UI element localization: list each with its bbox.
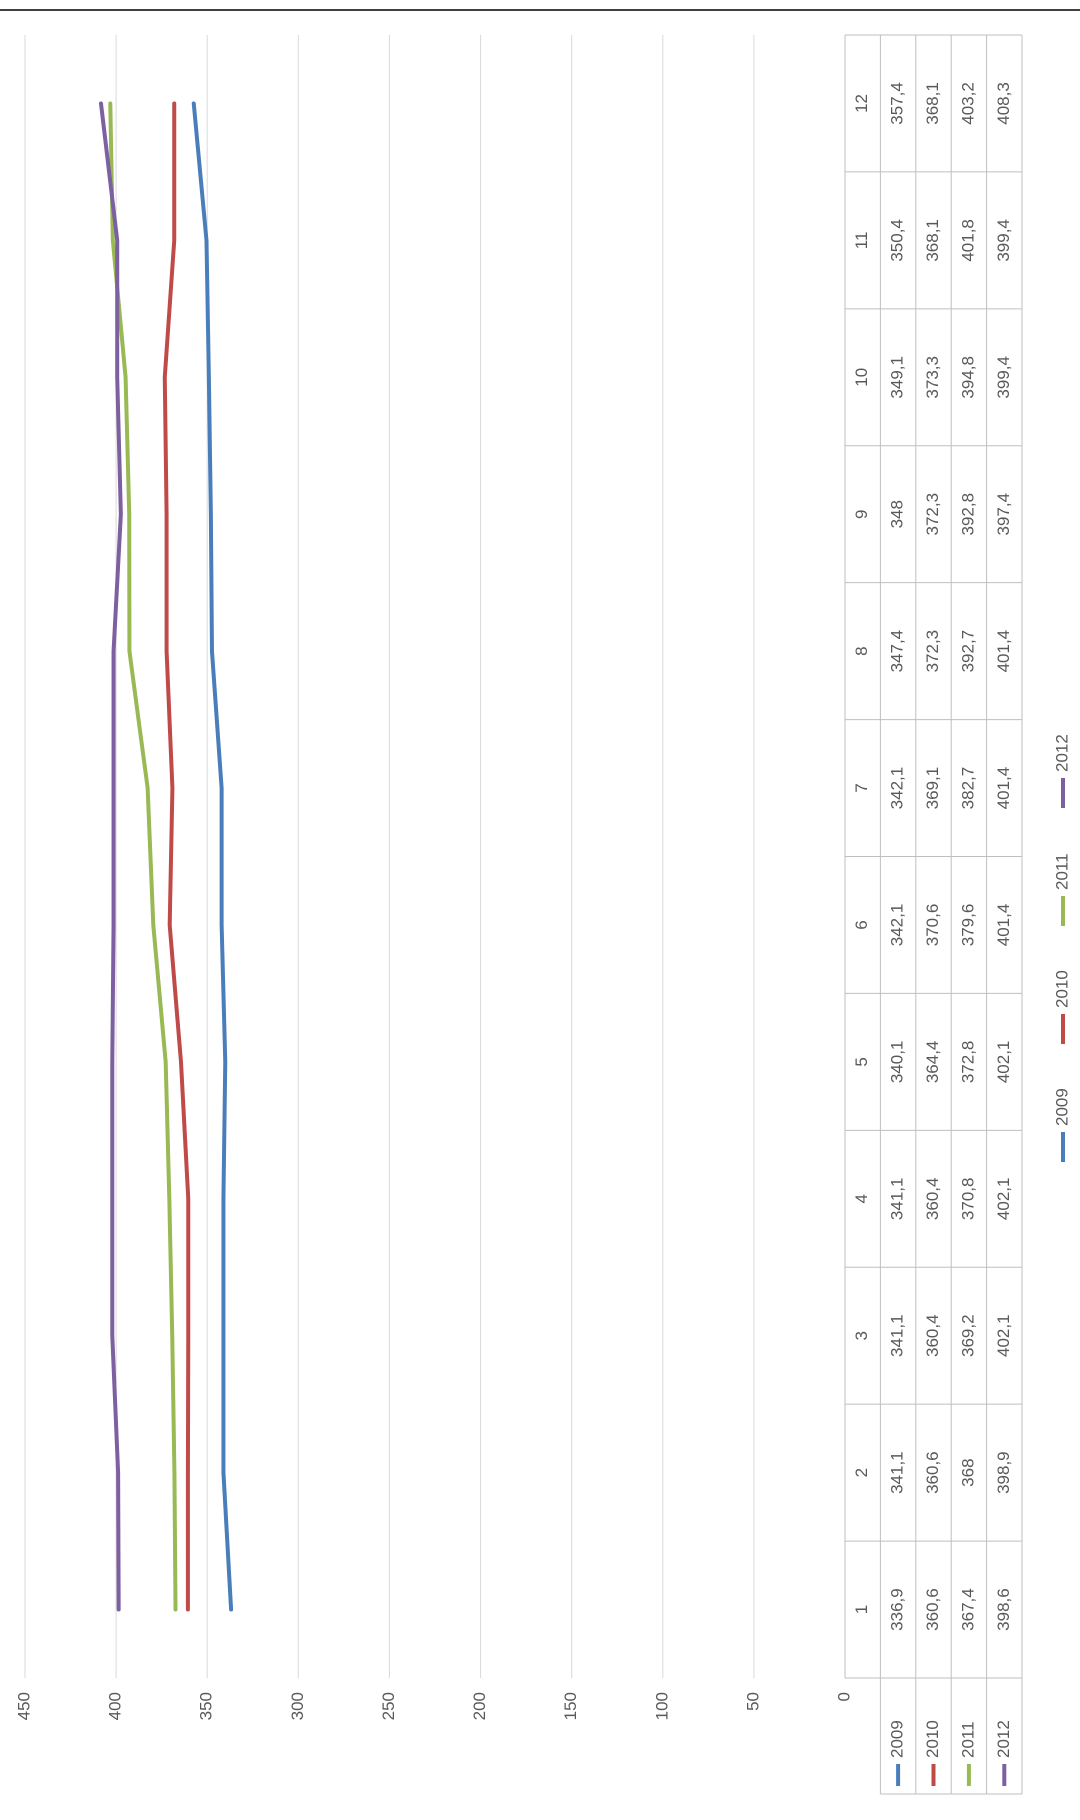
legend-label: 2012 (1052, 734, 1071, 772)
table-value: 367,4 (958, 1588, 977, 1631)
legend-label: 2011 (1052, 853, 1071, 890)
y-tick-label: 100 (652, 1692, 671, 1720)
y-tick-label: 400 (106, 1692, 125, 1720)
x-tick-label: 4 (852, 1194, 871, 1203)
legend-label: 2010 (1052, 970, 1071, 1008)
table-value: 372,8 (958, 1041, 977, 1084)
table-value: 369,2 (958, 1314, 977, 1357)
table-value: 401,8 (958, 219, 977, 262)
table-value: 370,6 (923, 904, 942, 947)
table-value: 394,8 (958, 356, 977, 399)
series-line (191, 101, 234, 1612)
table-value: 369,1 (923, 767, 942, 810)
y-tick-label: 150 (561, 1692, 580, 1720)
table-value: 373,3 (923, 356, 942, 399)
table-series-name: 2010 (923, 1720, 942, 1758)
series-line (162, 101, 191, 1612)
y-tick-label: 50 (743, 1692, 762, 1711)
table-value: 364,4 (923, 1041, 942, 1084)
table-value: 370,8 (958, 1178, 977, 1221)
table-value: 368 (958, 1458, 977, 1486)
table-value: 399,4 (994, 219, 1013, 262)
table-value: 397,4 (994, 493, 1013, 536)
table-value: 372,3 (923, 630, 942, 673)
table-series-name: 2011 (958, 1721, 977, 1758)
table-value: 360,4 (923, 1178, 942, 1221)
table-value: 392,7 (958, 630, 977, 673)
table-value: 401,4 (994, 904, 1013, 947)
legend-label: 2009 (1052, 1088, 1071, 1126)
table-series-name: 2009 (888, 1720, 907, 1758)
table-value: 350,4 (888, 219, 907, 262)
table-value: 349,1 (888, 356, 907, 399)
table-value: 341,1 (888, 1178, 907, 1221)
table-value: 341,1 (888, 1451, 907, 1494)
table-value: 341,1 (888, 1314, 907, 1357)
x-tick-label: 1 (852, 1605, 871, 1614)
table-value: 347,4 (888, 630, 907, 673)
table-value: 368,1 (923, 82, 942, 125)
table-value: 402,1 (994, 1178, 1013, 1221)
x-tick-label: 9 (852, 509, 871, 518)
table-value: 403,2 (958, 82, 977, 125)
table-value: 340,1 (888, 1041, 907, 1084)
table-value: 398,6 (994, 1588, 1013, 1631)
x-tick-label: 2 (852, 1468, 871, 1477)
x-tick-label: 3 (852, 1331, 871, 1340)
table-value: 336,9 (888, 1588, 907, 1631)
y-tick-label: 350 (197, 1692, 216, 1720)
table-value: 342,1 (888, 767, 907, 810)
x-tick-label: 5 (852, 1057, 871, 1066)
table-value: 399,4 (994, 356, 1013, 399)
table-value: 402,1 (994, 1041, 1013, 1084)
table-value: 348 (888, 500, 907, 528)
table-value: 401,4 (994, 630, 1013, 673)
table-value: 360,6 (923, 1451, 942, 1494)
y-tick-label: 450 (14, 1692, 33, 1720)
table-value: 342,1 (888, 904, 907, 947)
series-line (98, 101, 123, 1612)
table-series-name: 2012 (994, 1720, 1013, 1758)
table-value: 360,4 (923, 1314, 942, 1357)
table-value: 372,3 (923, 493, 942, 536)
x-tick-label: 12 (852, 94, 871, 113)
table-value: 382,7 (958, 767, 977, 810)
x-tick-label: 8 (852, 646, 871, 655)
table-value: 402,1 (994, 1314, 1013, 1357)
y-tick-label: 300 (288, 1692, 307, 1720)
table-value: 357,4 (888, 82, 907, 125)
table-value: 401,4 (994, 767, 1013, 810)
x-tick-label: 10 (852, 368, 871, 387)
table-value: 368,1 (923, 219, 942, 262)
table-value: 392,8 (958, 493, 977, 536)
series-line (108, 101, 178, 1612)
y-tick-label: 0 (834, 1692, 853, 1701)
table-value: 398,9 (994, 1451, 1013, 1494)
table-value: 408,3 (994, 82, 1013, 125)
y-tick-label: 200 (470, 1692, 489, 1720)
x-tick-label: 11 (852, 232, 871, 250)
table-value: 360,6 (923, 1588, 942, 1631)
x-tick-label: 7 (852, 783, 871, 792)
table-value: 379,6 (958, 904, 977, 947)
y-tick-label: 250 (379, 1692, 398, 1720)
x-tick-label: 6 (852, 920, 871, 929)
